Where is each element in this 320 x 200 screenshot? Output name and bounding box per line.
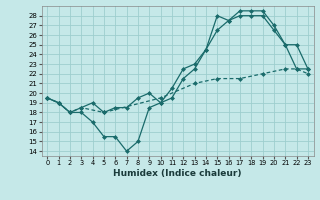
X-axis label: Humidex (Indice chaleur): Humidex (Indice chaleur): [113, 169, 242, 178]
